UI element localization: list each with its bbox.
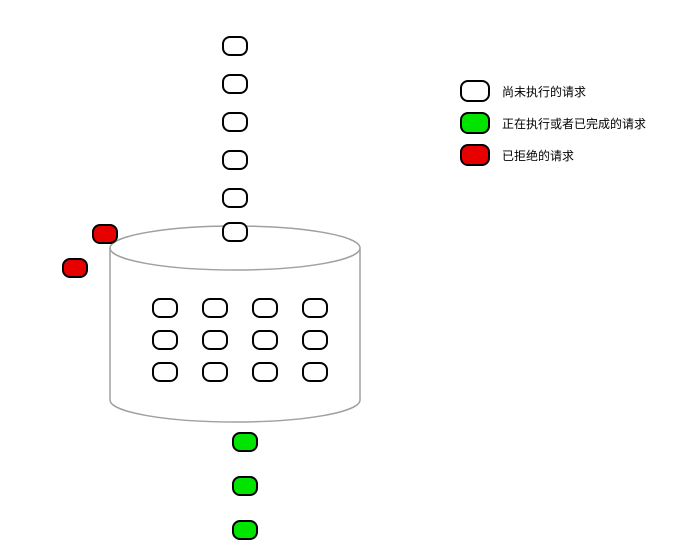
bucket-slot-r0-c3 [302,298,328,318]
bucket-slot-r1-c3 [302,330,328,350]
queue-pending-2 [222,112,248,132]
legend-swatch-active [460,112,490,134]
rejected-1 [62,258,88,278]
bucket-slot-r0-c1 [202,298,228,318]
output-active-2 [232,520,258,540]
bucket-slot-r2-c1 [202,362,228,382]
rejected-0 [92,224,118,244]
queue-pending-1 [222,74,248,94]
bucket-slot-r1-c2 [252,330,278,350]
legend-label-pending: 尚未执行的请求 [502,83,586,100]
legend-row-rejected: 已拒绝的请求 [460,144,574,166]
bucket-slot-r2-c0 [152,362,178,382]
legend-row-active: 正在执行或者已完成的请求 [460,112,646,134]
bucket-slot-r2-c2 [252,362,278,382]
bucket-slot-r2-c3 [302,362,328,382]
legend-label-active: 正在执行或者已完成的请求 [502,115,646,132]
bucket-slot-r0-c0 [152,298,178,318]
bucket-svg [0,0,690,550]
bucket-shape [110,226,360,422]
legend-swatch-rejected [460,144,490,166]
bucket-slot-r1-c0 [152,330,178,350]
legend-swatch-pending [460,80,490,102]
bucket-slot-r0-c2 [252,298,278,318]
queue-pending-3 [222,150,248,170]
bucket-slot-r1-c1 [202,330,228,350]
output-active-1 [232,476,258,496]
legend-label-rejected: 已拒绝的请求 [502,147,574,164]
queue-pending-5 [222,222,248,242]
queue-pending-4 [222,188,248,208]
legend-row-pending: 尚未执行的请求 [460,80,586,102]
output-active-0 [232,432,258,452]
queue-pending-0 [222,36,248,56]
